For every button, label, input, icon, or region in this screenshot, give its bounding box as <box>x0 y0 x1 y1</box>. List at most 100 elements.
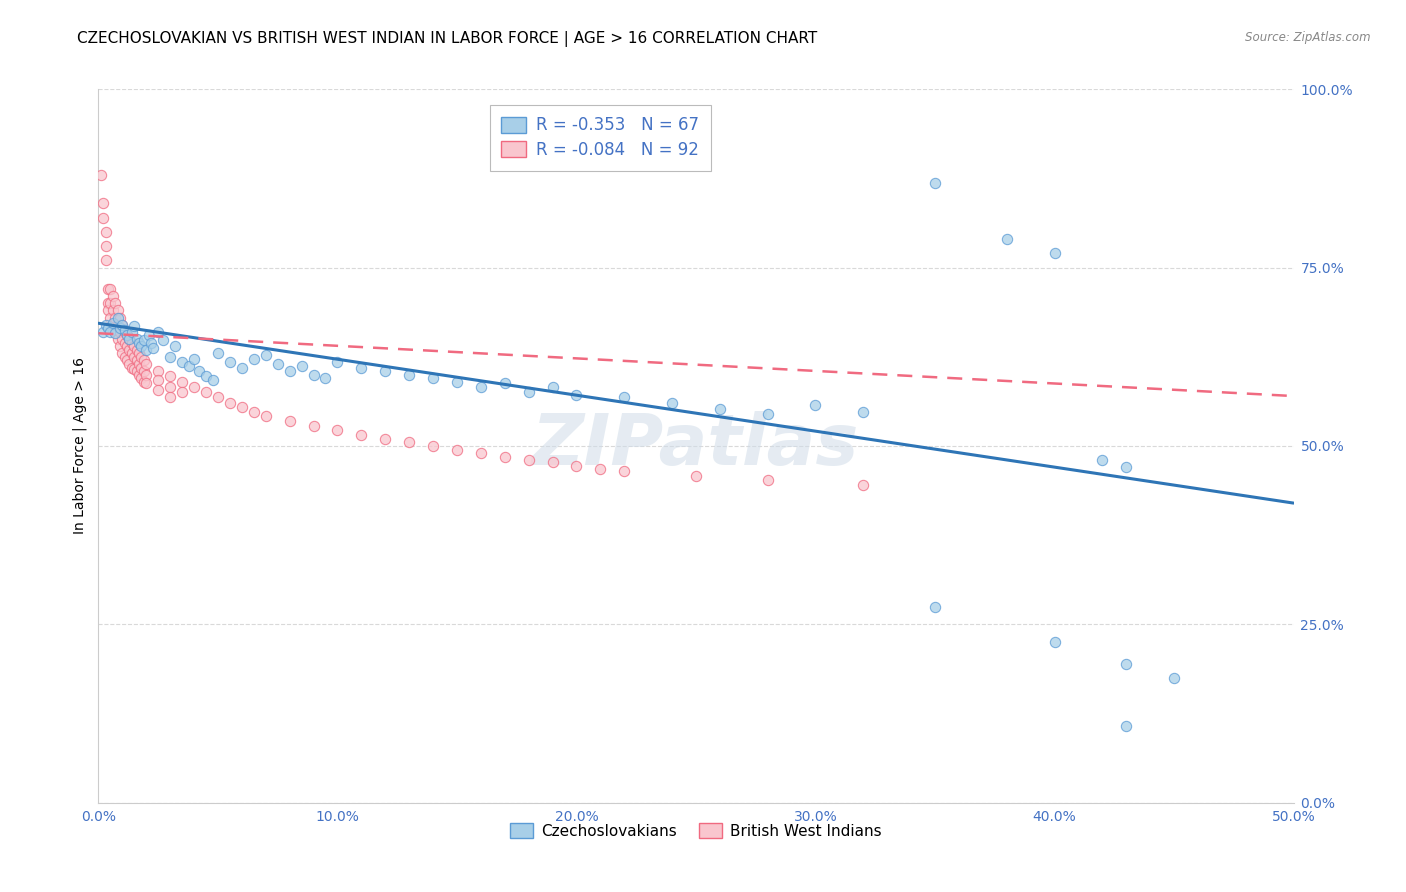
Point <box>104 310 127 325</box>
Point <box>517 453 540 467</box>
Point <box>804 398 827 412</box>
Point <box>187 364 209 378</box>
Point <box>128 368 150 382</box>
Point <box>132 375 155 389</box>
Point <box>111 318 134 332</box>
Point <box>131 360 153 375</box>
Point <box>118 332 141 346</box>
Point <box>114 335 136 350</box>
Point <box>756 473 779 487</box>
Point <box>97 321 120 335</box>
Point <box>121 360 143 375</box>
Point <box>302 368 325 382</box>
Point <box>128 357 150 371</box>
Point <box>231 400 253 414</box>
Text: ZIPatlas: ZIPatlas <box>533 411 859 481</box>
Point <box>131 350 153 364</box>
Point <box>541 455 564 469</box>
Point <box>350 360 373 375</box>
Point <box>90 168 112 182</box>
Point <box>118 357 141 371</box>
Point <box>254 409 277 423</box>
Point <box>104 296 127 310</box>
Point <box>231 360 253 375</box>
Point <box>121 325 143 339</box>
Point <box>131 339 153 353</box>
Point <box>613 391 636 405</box>
Point <box>115 328 138 343</box>
Point <box>114 323 136 337</box>
Point <box>94 225 117 239</box>
Point <box>756 407 779 421</box>
Point <box>661 396 683 410</box>
Text: Source: ZipAtlas.com: Source: ZipAtlas.com <box>1246 31 1371 45</box>
Point <box>148 384 170 398</box>
Point <box>125 332 148 346</box>
Point <box>852 405 875 419</box>
Point <box>163 339 186 353</box>
Point <box>172 375 194 389</box>
Point <box>517 385 540 400</box>
Point <box>115 328 138 343</box>
Point <box>446 375 468 389</box>
Point <box>302 419 325 434</box>
Point <box>114 350 136 364</box>
Point <box>254 348 277 362</box>
Point <box>995 232 1018 246</box>
Point <box>195 369 218 384</box>
Point <box>94 318 117 332</box>
Point <box>1043 246 1066 260</box>
Point <box>195 385 218 400</box>
Point <box>135 357 157 371</box>
Point <box>104 326 127 341</box>
Point <box>128 346 150 360</box>
Point <box>125 364 148 378</box>
Point <box>1115 460 1137 475</box>
Point <box>291 359 314 373</box>
Point <box>121 346 143 360</box>
Point <box>111 332 134 346</box>
Point <box>104 325 127 339</box>
Point <box>1163 671 1185 685</box>
Text: CZECHOSLOVAKIAN VS BRITISH WEST INDIAN IN LABOR FORCE | AGE > 16 CORRELATION CHA: CZECHOSLOVAKIAN VS BRITISH WEST INDIAN I… <box>77 31 817 47</box>
Y-axis label: In Labor Force | Age > 16: In Labor Force | Age > 16 <box>73 358 87 534</box>
Point <box>422 371 444 385</box>
Point <box>124 362 146 376</box>
Point <box>97 303 120 318</box>
Point <box>118 343 141 357</box>
Point <box>148 364 170 378</box>
Point <box>565 387 588 401</box>
Point <box>1043 635 1066 649</box>
Point <box>589 462 612 476</box>
Point <box>91 211 114 225</box>
Point <box>91 325 114 339</box>
Point <box>98 310 122 325</box>
Point <box>219 355 242 369</box>
Point <box>159 391 181 405</box>
Point <box>114 325 136 339</box>
Point <box>107 303 129 318</box>
Point <box>924 599 946 614</box>
Point <box>108 325 131 339</box>
Point <box>124 350 146 364</box>
Point <box>135 343 157 357</box>
Point <box>565 458 588 473</box>
Point <box>98 282 122 296</box>
Point <box>94 239 117 253</box>
Point <box>111 346 134 360</box>
Point <box>326 423 349 437</box>
Point <box>172 385 194 400</box>
Point <box>101 318 124 332</box>
Point <box>111 318 134 332</box>
Point <box>207 346 229 360</box>
Point <box>315 371 337 385</box>
Point <box>94 253 117 268</box>
Point <box>98 325 122 339</box>
Point <box>267 357 290 371</box>
Point <box>108 321 131 335</box>
Point <box>202 373 225 387</box>
Point <box>148 325 170 339</box>
Point <box>98 296 122 310</box>
Point <box>243 405 266 419</box>
Point <box>97 282 120 296</box>
